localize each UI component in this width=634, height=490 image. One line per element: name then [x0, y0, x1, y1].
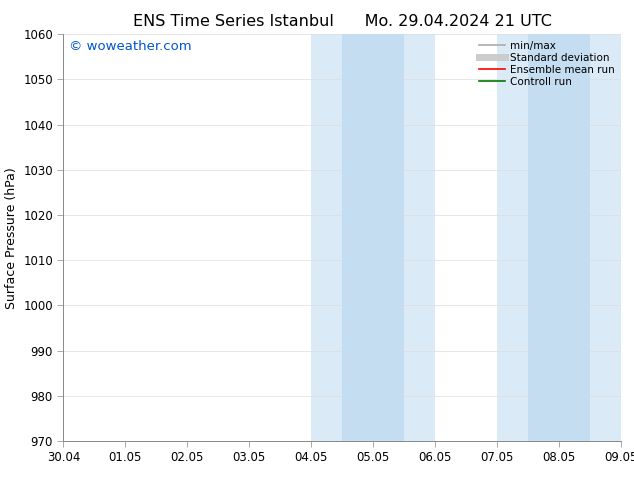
Bar: [311, 34, 436, 441]
Title: ENS Time Series Istanbul      Mo. 29.04.2024 21 UTC: ENS Time Series Istanbul Mo. 29.04.2024 …: [133, 14, 552, 29]
Y-axis label: Surface Pressure (hPa): Surface Pressure (hPa): [4, 167, 18, 309]
Bar: [342, 34, 404, 441]
Text: © woweather.com: © woweather.com: [69, 40, 191, 53]
Legend: min/max, Standard deviation, Ensemble mean run, Controll run: min/max, Standard deviation, Ensemble me…: [475, 36, 619, 91]
Bar: [528, 34, 590, 441]
Bar: [497, 34, 621, 441]
